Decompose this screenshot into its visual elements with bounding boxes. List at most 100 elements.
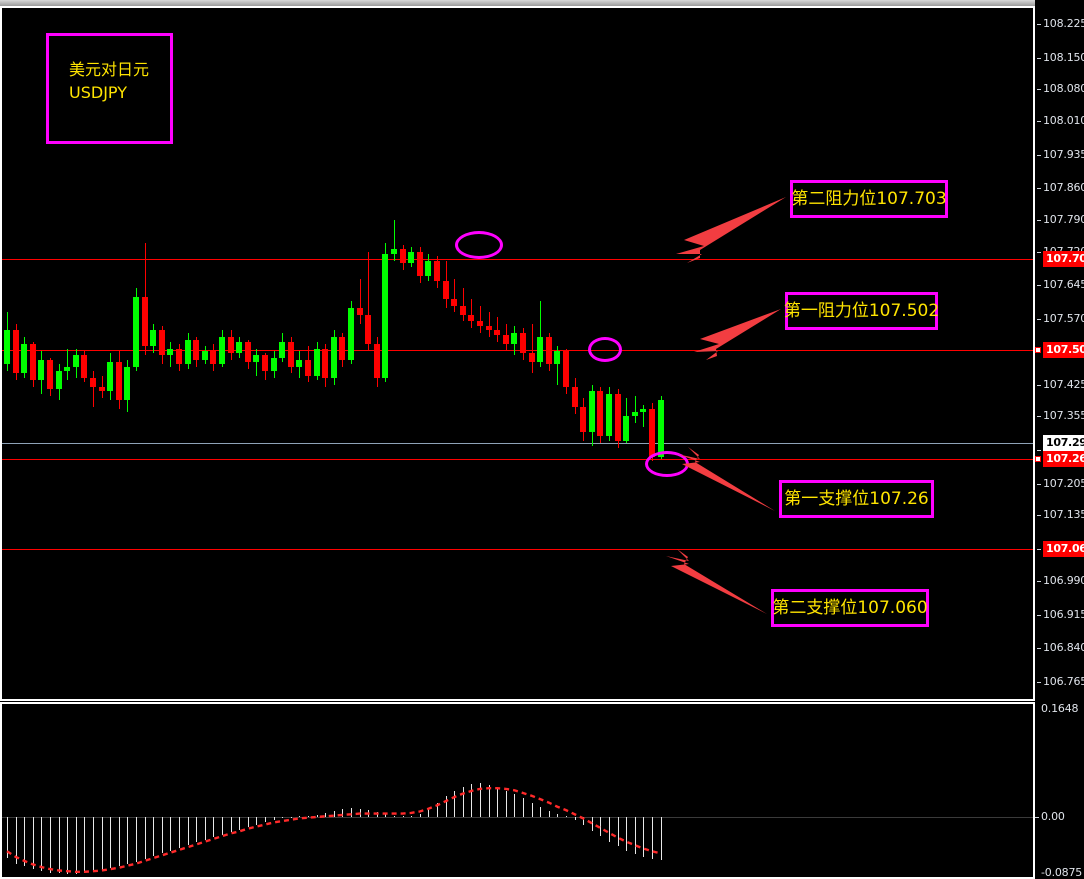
price-tick-mark <box>1037 384 1041 386</box>
macd-histogram-bar <box>635 817 636 855</box>
macd-histogram-bar <box>179 817 180 848</box>
price-tick-mark <box>1037 682 1041 684</box>
price-axis[interactable]: 108.225 108.150 108.080 108.010 107.935 107.8… <box>1035 0 1084 700</box>
price-tick-mark <box>1037 285 1041 287</box>
price-tick-mark <box>1037 23 1041 25</box>
price-tick-label: 108.225 <box>1043 16 1084 30</box>
macd-histogram-bar <box>514 794 515 817</box>
price-tick-label: 108.080 <box>1043 82 1084 96</box>
macd-histogram-bar <box>33 817 34 870</box>
level-line-current-price[interactable] <box>2 443 1033 445</box>
macd-histogram-bar <box>592 817 593 831</box>
macd-histogram-bar <box>557 814 558 817</box>
macd-zero-line <box>2 817 1033 818</box>
macd-histogram-bar <box>489 784 490 817</box>
level-line-support-1[interactable] <box>2 459 1033 461</box>
macd-histogram-bar <box>609 817 610 842</box>
macd-histogram-bar <box>256 817 257 825</box>
macd-histogram-bar <box>291 817 292 818</box>
macd-histogram-bar <box>342 808 343 817</box>
price-tick-label: 106.915 <box>1043 607 1084 621</box>
price-tick-mark <box>1037 251 1041 253</box>
price-tick-label: 107.355 <box>1043 409 1084 423</box>
macd-histogram-bar <box>317 814 318 817</box>
price-chart-pane[interactable] <box>0 6 1035 701</box>
window-title-bar <box>0 0 1084 6</box>
macd-histogram-bar <box>239 817 240 831</box>
macd-histogram-bar <box>575 817 576 820</box>
price-tick-mark <box>1037 549 1041 551</box>
price-tag-handle[interactable] <box>1035 346 1041 353</box>
price-tick-label: 107.205 <box>1043 476 1084 490</box>
price-tick-mark <box>1037 319 1041 321</box>
macd-indicator-pane[interactable] <box>0 702 1035 879</box>
macd-histogram-bar <box>420 813 421 817</box>
macd-histogram-bar <box>145 817 146 859</box>
macd-histogram-bar <box>618 817 619 847</box>
macd-histogram-bar <box>222 817 223 835</box>
macd-histogram-bar <box>41 817 42 872</box>
macd-histogram-bar <box>497 787 498 817</box>
macd-histogram-bar <box>540 806 541 817</box>
price-tick-label: 107.425 <box>1043 377 1084 391</box>
price-tag-107.703[interactable]: 107.703 <box>1043 251 1084 268</box>
macd-tick-label: 0.1648 <box>1041 702 1079 715</box>
macd-signal-line-group <box>6 787 661 874</box>
level-line-support-2[interactable] <box>2 549 1033 551</box>
macd-histogram-bar <box>119 817 120 867</box>
macd-histogram-bar <box>59 817 60 874</box>
macd-histogram-bar <box>110 817 111 869</box>
price-tick-label: 106.765 <box>1043 675 1084 689</box>
macd-histogram-bar <box>299 816 300 818</box>
macd-axis[interactable]: 0.1648 0.00 -0.0875 <box>1035 702 1084 879</box>
price-tick-mark <box>1037 57 1041 59</box>
price-tick-mark <box>1037 648 1041 650</box>
price-plot-area[interactable] <box>2 8 1033 699</box>
price-tick-label: 106.840 <box>1043 641 1084 655</box>
macd-histogram-bar <box>196 817 197 843</box>
price-tick-label: 107.135 <box>1043 508 1084 522</box>
macd-histogram-bar <box>170 817 171 851</box>
macd-histogram-bar <box>213 817 214 837</box>
price-tick-mark <box>1037 154 1041 156</box>
macd-histogram-bar <box>265 817 266 822</box>
macd-histogram-bar <box>325 812 326 817</box>
macd-histogram-bar <box>231 817 232 833</box>
macd-histogram-bar <box>76 817 77 874</box>
price-tick-label: 107.570 <box>1043 312 1084 326</box>
price-tag-107.060[interactable]: 107.060 <box>1043 541 1084 558</box>
price-tag-107.295[interactable]: 107.295 <box>1043 435 1084 452</box>
macd-histogram-bar <box>127 817 128 865</box>
price-tick-mark <box>1037 416 1041 418</box>
macd-histogram-bar <box>661 817 662 861</box>
level-line-resistance-1[interactable] <box>2 349 1033 351</box>
macd-histogram-bar <box>454 790 455 817</box>
price-tag-107.502[interactable]: 107.502 <box>1043 341 1084 358</box>
price-tick-label: 108.150 <box>1043 50 1084 64</box>
price-tick-mark <box>1037 188 1041 190</box>
macd-histogram-bar <box>566 816 567 818</box>
macd-signal-line <box>6 787 661 874</box>
macd-histogram-bar <box>84 817 85 874</box>
macd-histogram-bar <box>93 817 94 872</box>
macd-histogram-bar <box>437 803 438 817</box>
macd-plot-area[interactable] <box>2 704 1033 877</box>
price-tick-mark <box>1037 580 1041 582</box>
macd-histogram-bar <box>248 817 249 828</box>
macd-histogram-bar <box>471 784 472 817</box>
price-tick-mark <box>1037 515 1041 517</box>
macd-histogram-bar <box>411 815 412 817</box>
macd-histogram-bar <box>463 786 464 817</box>
macd-tick-label: 0.00 <box>1041 810 1065 823</box>
level-line-resistance-2[interactable] <box>2 259 1033 261</box>
price-tag-handle[interactable] <box>1035 456 1041 463</box>
price-tick-mark <box>1037 483 1041 485</box>
price-tag-107.260[interactable]: 107.260 <box>1043 451 1084 468</box>
macd-histogram-bar <box>282 817 283 819</box>
price-tick-mark <box>1037 89 1041 91</box>
macd-histogram-bar <box>334 810 335 817</box>
macd-histogram-bar <box>136 817 137 862</box>
macd-histogram-bar <box>643 817 644 857</box>
macd-histogram-bar <box>308 815 309 817</box>
